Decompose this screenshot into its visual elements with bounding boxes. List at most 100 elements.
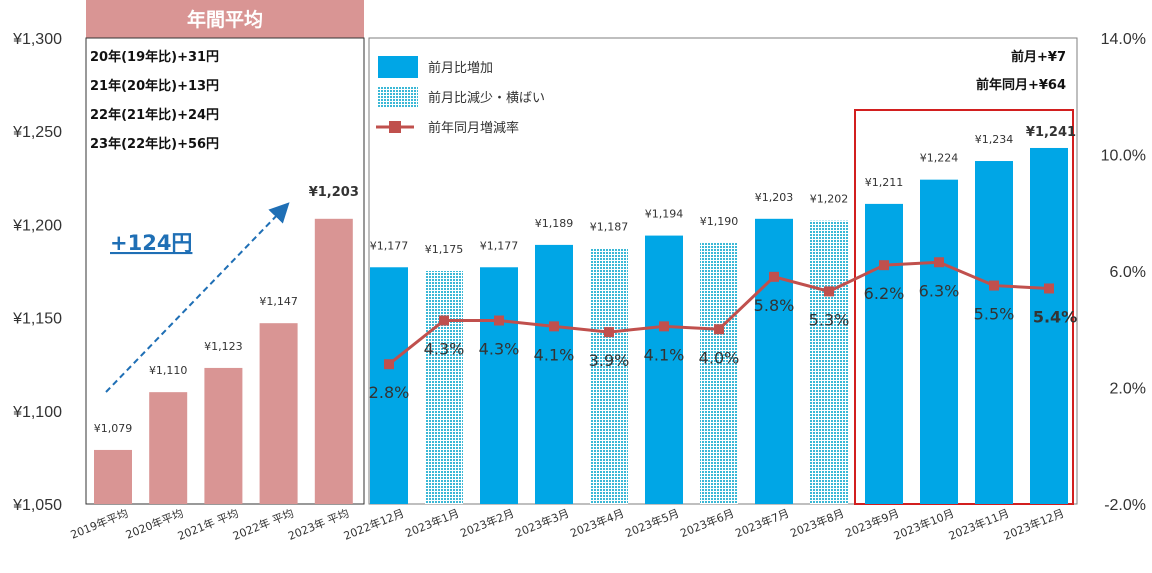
yoy-label-14: 6.2% <box>864 284 905 303</box>
annual-panel-title: 年間平均 <box>187 8 263 31</box>
y2-tick-label: 2.0% <box>1110 381 1146 398</box>
bar-5 <box>370 267 408 504</box>
annual-note-4: 23年(22年比)+56円 <box>90 136 219 152</box>
x-tick-label: 2023年5月 <box>623 506 681 540</box>
yoy-label-5: 2.8% <box>369 383 410 402</box>
yoy-marker-8 <box>549 321 559 332</box>
value-label-0: ¥1,079 <box>94 422 133 435</box>
bar-8 <box>535 244 573 505</box>
x-tick-label: 2023年4月 <box>568 506 626 540</box>
y-tick-label: ¥1,050 <box>12 497 62 514</box>
yoy-label-11: 4.0% <box>699 348 740 367</box>
bar-1 <box>149 392 188 504</box>
yoy-marker-16 <box>989 280 999 291</box>
value-label-7: ¥1,177 <box>480 239 519 252</box>
y-tick-label: ¥1,300 <box>12 31 62 48</box>
value-label-14: ¥1,211 <box>865 176 904 189</box>
note-month-change: 前月+¥7 <box>1011 49 1066 65</box>
bar-0 <box>94 449 132 504</box>
value-label-9: ¥1,187 <box>590 221 629 234</box>
value-label-1: ¥1,110 <box>149 364 188 377</box>
legend-label-increase: 前月比増加 <box>428 60 493 76</box>
x-tick-label: 2023年10月 <box>892 506 957 543</box>
annual-note-3: 22年(21年比)+24円 <box>90 107 219 123</box>
x-tick-label: 2022年 平均 <box>231 506 296 543</box>
y-tick-label: ¥1,250 <box>12 124 62 141</box>
bar-15 <box>920 179 958 504</box>
value-label-5: ¥1,177 <box>370 239 409 252</box>
y2-tick-label: 6.0% <box>1110 264 1146 281</box>
value-label-16: ¥1,234 <box>975 133 1014 146</box>
note-year-change: 前年同月+¥64 <box>976 77 1066 93</box>
yoy-marker-13 <box>824 286 834 297</box>
yoy-marker-11 <box>714 324 724 335</box>
recent-months-highlight <box>854 109 1074 505</box>
bar-13 <box>810 220 848 504</box>
bar-16 <box>975 161 1013 505</box>
y2-tick-label: -2.0% <box>1104 497 1146 514</box>
bar-14 <box>865 203 903 504</box>
yoy-label-16: 5.5% <box>974 305 1015 324</box>
value-label-4: ¥1,203 <box>309 185 359 200</box>
x-tick-label: 2023年2月 <box>458 506 516 540</box>
value-label-2: ¥1,123 <box>204 340 243 353</box>
x-tick-label: 2023年1月 <box>403 506 461 540</box>
value-label-6: ¥1,175 <box>425 243 464 256</box>
x-tick-label: 2023年9月 <box>843 506 901 540</box>
value-label-10: ¥1,194 <box>645 208 684 221</box>
trend-label: +124円 <box>110 231 192 255</box>
yoy-label-12: 5.8% <box>754 296 795 315</box>
yoy-label-7: 4.3% <box>479 340 520 359</box>
y2-tick-label: 14.0% <box>1101 31 1146 48</box>
annual-panel-header <box>86 0 364 38</box>
yoy-label-15: 6.3% <box>919 281 960 300</box>
bar-3 <box>259 323 298 504</box>
x-tick-label: 2023年7月 <box>733 506 791 540</box>
bar-4 <box>314 218 353 505</box>
yoy-label-13: 5.3% <box>809 310 850 329</box>
yoy-label-6: 4.3% <box>424 340 465 359</box>
value-label-3: ¥1,147 <box>259 295 298 308</box>
legend-label-decrease: 前月比減少・横ばい <box>428 90 545 106</box>
bar-2 <box>204 367 243 504</box>
value-label-11: ¥1,190 <box>700 215 739 228</box>
x-tick-label: 2023年6月 <box>678 506 736 540</box>
x-tick-label: 2023年11月 <box>947 506 1012 543</box>
bar-11 <box>700 243 738 505</box>
bar-17 <box>1030 147 1068 504</box>
legend: 前月比増加 前月比減少・横ばい 前年同月増減率 <box>376 56 545 136</box>
y2-tick-label: 10.0% <box>1101 148 1146 165</box>
y-axis-left: ¥1,050 ¥1,100 ¥1,150 ¥1,200 ¥1,250 ¥1,300 <box>12 31 62 514</box>
value-label-12: ¥1,203 <box>755 191 794 204</box>
yoy-marker-10 <box>659 321 669 332</box>
yoy-marker-6 <box>439 315 449 326</box>
value-label-8: ¥1,189 <box>535 217 574 230</box>
yoy-line-layer: 2.8% 4.3% 4.3% 4.1% 3.9% 4.1% 4.0% 5.8% 5.3% 6.2%… <box>369 257 1077 402</box>
yoy-label-10: 4.1% <box>644 345 685 364</box>
legend-swatch-decrease <box>378 86 418 108</box>
y-axis-right: -2.0% 2.0% 6.0% 10.0% 14.0% <box>1101 31 1146 514</box>
yoy-marker-7 <box>494 315 504 326</box>
value-labels-layer: ¥1,079 ¥1,110 ¥1,123 ¥1,147 ¥1,203 ¥1,177 ¥1,1… <box>94 125 1076 435</box>
x-tick-label: 2023年8月 <box>788 506 846 540</box>
yoy-label-17: 5.4% <box>1033 307 1077 326</box>
yoy-marker-12 <box>769 271 779 282</box>
legend-label-yoy: 前年同月増減率 <box>428 120 519 136</box>
value-label-13: ¥1,202 <box>810 193 849 206</box>
x-tick-label: 2020年平均 <box>124 506 186 542</box>
x-tick-label: 2023年12月 <box>1002 506 1067 543</box>
yoy-marker-9 <box>604 327 614 338</box>
annual-note-1: 20年(19年比)+31円 <box>90 49 219 65</box>
bar-12 <box>755 218 793 505</box>
yoy-marker-5 <box>384 359 394 370</box>
yoy-marker-15 <box>934 257 944 268</box>
yoy-marker-14 <box>879 260 889 271</box>
x-tick-label: 2022年12月 <box>342 506 407 543</box>
yoy-label-8: 4.1% <box>534 345 575 364</box>
x-tick-label: 2019年平均 <box>68 506 130 542</box>
bar-6 <box>425 271 463 504</box>
yoy-marker-17 <box>1044 283 1054 294</box>
x-tick-label: 2023年 平均 <box>286 506 351 543</box>
yoy-label-9: 3.9% <box>589 351 630 370</box>
